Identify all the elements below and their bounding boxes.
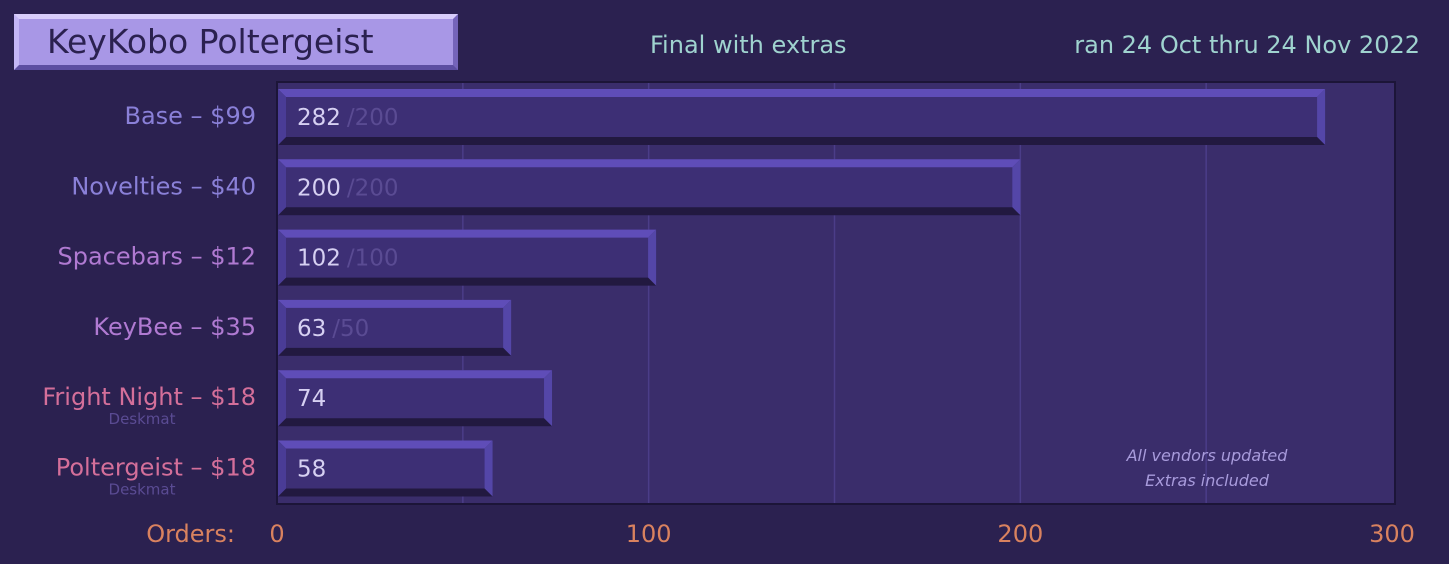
x-tick-label: 100	[626, 520, 672, 548]
chart-title: KeyKobo Poltergeist	[47, 22, 374, 61]
chart-annotation: All vendors updated	[1126, 446, 1289, 465]
date-range: ran 24 Oct thru 24 Nov 2022	[1074, 31, 1420, 59]
x-tick-label: 300	[1369, 520, 1415, 548]
bar-bevel-top	[278, 159, 1021, 168]
bar-bevel-right	[544, 370, 553, 427]
bar	[278, 370, 553, 427]
category-sublabel: Deskmat	[109, 481, 176, 499]
bar-value: 102	[297, 246, 341, 272]
bar-target: /200	[347, 105, 399, 131]
bar-bevel-right	[648, 229, 657, 286]
bar	[278, 229, 657, 286]
category-label: Fright Night – $18	[42, 383, 256, 411]
category-sublabel: Deskmat	[109, 410, 176, 428]
bar-bevel-left	[278, 229, 286, 286]
bar	[278, 440, 493, 497]
bar-bevel-bottom	[278, 418, 553, 427]
bar-bevel-bottom	[278, 488, 493, 497]
bar-bevel-bottom	[278, 137, 1326, 145]
bar-bevel-bottom	[278, 347, 512, 356]
bar-bevel-top	[278, 299, 512, 308]
bar-bevel-top	[278, 440, 493, 449]
bar-target: /100	[347, 246, 399, 272]
bar-bevel-top	[278, 89, 1326, 97]
bar-value-label: 200/200	[297, 175, 399, 201]
bar-bevel-right	[484, 440, 493, 497]
bar-bevel-bottom	[278, 207, 1021, 216]
category-label: Base – $99	[124, 102, 256, 130]
bar-target: /50	[332, 316, 369, 342]
bar-value-label: 102/100	[297, 246, 399, 272]
bar-bevel-right	[503, 299, 512, 356]
bar-value-label: 74	[297, 386, 326, 412]
category-label: Spacebars – $12	[57, 243, 256, 271]
bar	[278, 159, 1021, 216]
x-axis-label: Orders:	[146, 520, 235, 548]
category-label: Poltergeist – $18	[56, 454, 256, 482]
chart-annotation: Extras included	[1145, 471, 1270, 490]
bar-value: 74	[297, 386, 326, 412]
bar-value: 63	[297, 316, 326, 342]
x-tick-label: 0	[269, 520, 284, 548]
bar	[278, 89, 1326, 145]
bar-bevel-left	[278, 89, 286, 145]
bar-value-label: 58	[297, 457, 326, 483]
title-box: KeyKobo Poltergeist	[14, 14, 458, 70]
bar-value-label: 63/50	[297, 316, 369, 342]
bar-value-label: 282/200	[297, 105, 399, 131]
bar-bevel-bottom	[278, 277, 657, 286]
bar-bevel-right	[1317, 89, 1326, 145]
bar-bevel-left	[278, 440, 286, 497]
bar-value: 58	[297, 457, 326, 483]
category-label: KeyBee – $35	[93, 313, 256, 341]
bar-bevel-right	[1012, 159, 1021, 216]
bar-value: 200	[297, 175, 341, 201]
x-tick-label: 200	[997, 520, 1043, 548]
bar-bevel-top	[278, 229, 657, 238]
bar-value: 282	[297, 105, 341, 131]
bar-bevel-left	[278, 370, 286, 427]
bar	[278, 299, 512, 356]
bar-target: /200	[347, 175, 399, 201]
bar-bevel-top	[278, 370, 553, 379]
bar-bevel-left	[278, 159, 286, 216]
chart-subtitle: Final with extras	[650, 31, 847, 59]
category-label: Novelties – $40	[71, 172, 256, 200]
bar-bevel-left	[278, 299, 286, 356]
